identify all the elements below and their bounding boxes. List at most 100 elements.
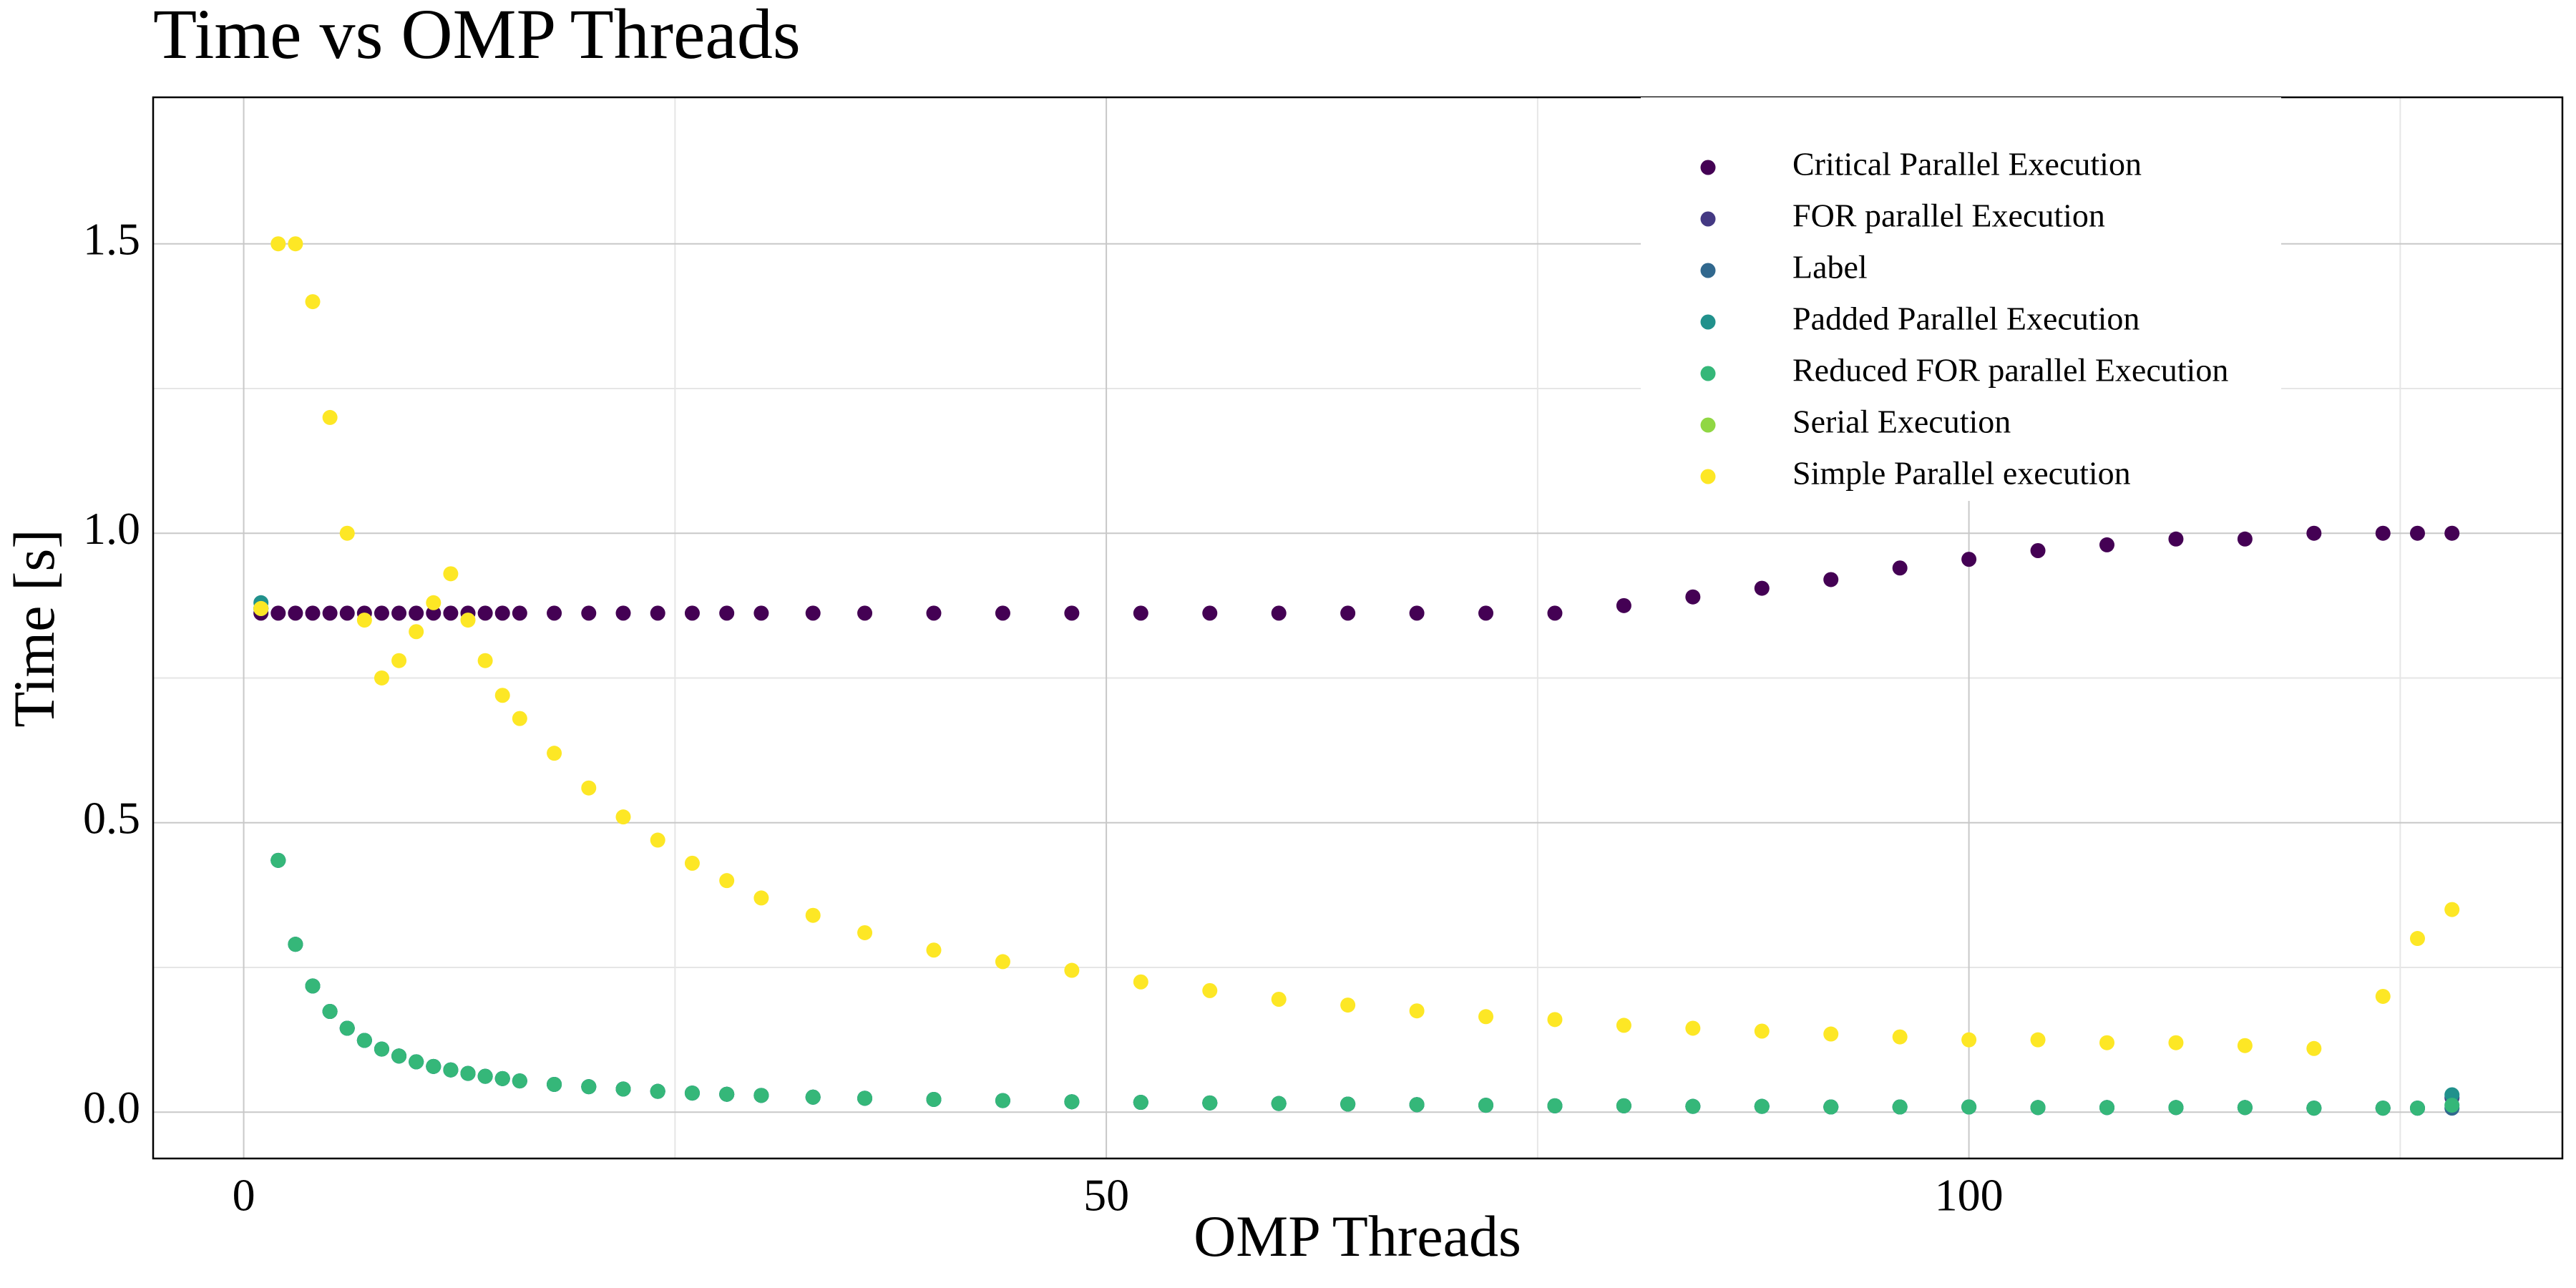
point	[1961, 1032, 1977, 1048]
point	[1271, 1096, 1287, 1111]
point	[1961, 1099, 1977, 1115]
point	[288, 937, 303, 952]
point	[356, 1033, 372, 1048]
point	[1823, 1099, 1839, 1115]
point	[1133, 1095, 1148, 1111]
point	[995, 605, 1010, 621]
point	[684, 1085, 700, 1101]
point	[2444, 1098, 2460, 1113]
point	[1409, 1003, 1425, 1019]
point	[1202, 982, 1218, 998]
point	[2409, 931, 2425, 947]
point	[409, 605, 424, 621]
point	[494, 688, 510, 703]
point	[684, 605, 700, 621]
point	[1478, 605, 1494, 621]
point	[719, 873, 735, 889]
legend-marker	[1700, 211, 1716, 227]
point	[753, 605, 769, 621]
point	[1202, 1095, 1218, 1111]
x-tick-label: 0	[233, 1170, 255, 1221]
point	[1685, 1020, 1701, 1036]
legend-marker	[1700, 417, 1716, 433]
point	[805, 605, 821, 621]
point	[753, 1088, 769, 1103]
point	[650, 1083, 665, 1099]
point	[1064, 605, 1080, 621]
point	[2444, 902, 2460, 917]
point	[2030, 542, 2046, 558]
point	[1892, 560, 1908, 576]
point	[1064, 1094, 1080, 1110]
point	[1823, 572, 1839, 587]
point	[460, 1065, 476, 1081]
point	[547, 605, 562, 621]
point	[426, 1058, 441, 1074]
point	[1754, 580, 1770, 596]
point	[2444, 525, 2460, 541]
point	[1685, 1098, 1701, 1114]
legend-label: Simple Parallel execution	[1792, 455, 2131, 492]
point	[581, 1079, 597, 1095]
legend-label: Reduced FOR parallel Execution	[1792, 352, 2228, 389]
point	[512, 711, 527, 726]
point	[512, 605, 527, 621]
point	[305, 605, 321, 621]
point	[1133, 605, 1148, 621]
legend-label: Label	[1792, 249, 1868, 286]
point	[477, 1068, 493, 1084]
point	[477, 605, 493, 621]
point	[1478, 1098, 1494, 1113]
x-axis-label: OMP Threads	[1194, 1204, 1521, 1269]
point	[2099, 1100, 2114, 1116]
point	[512, 1073, 527, 1089]
point	[805, 907, 821, 923]
point	[1547, 1098, 1563, 1113]
point	[2237, 1100, 2253, 1116]
point	[1271, 992, 1287, 1008]
legend-label: Serial Execution	[1792, 404, 2011, 440]
point	[494, 605, 510, 621]
point	[2099, 537, 2114, 552]
legend-label: Critical Parallel Execution	[1792, 146, 2142, 182]
point	[270, 852, 286, 868]
point	[995, 1093, 1010, 1108]
point	[1754, 1023, 1770, 1039]
point	[2099, 1035, 2114, 1050]
point	[374, 1041, 389, 1057]
point	[2168, 1100, 2184, 1116]
point	[1823, 1026, 1839, 1042]
point	[719, 605, 735, 621]
point	[270, 236, 286, 252]
point	[1340, 605, 1356, 621]
point	[650, 832, 665, 848]
point	[1892, 1029, 1908, 1045]
point	[477, 653, 493, 668]
point	[2306, 1101, 2322, 1116]
legend-marker	[1700, 469, 1716, 484]
legend-label: Padded Parallel Execution	[1792, 301, 2140, 337]
legend-marker	[1700, 160, 1716, 175]
point	[2237, 531, 2253, 547]
point	[753, 890, 769, 906]
x-tick-label: 100	[1935, 1170, 2004, 1221]
y-axis-label: Time [s]	[1, 529, 67, 727]
marks	[253, 236, 2460, 1116]
point	[339, 1020, 355, 1036]
point	[2168, 531, 2184, 547]
point	[2444, 1087, 2460, 1103]
point	[374, 605, 389, 621]
y-tick-label: 1.5	[83, 213, 140, 264]
point	[581, 605, 597, 621]
point	[1892, 1099, 1908, 1115]
point	[391, 605, 407, 621]
point	[684, 855, 700, 871]
point	[1202, 605, 1218, 621]
point	[409, 624, 424, 640]
point	[926, 942, 942, 958]
point	[2237, 1038, 2253, 1053]
point	[2375, 525, 2391, 541]
point	[1616, 597, 1631, 613]
point	[1685, 589, 1701, 605]
point	[443, 605, 459, 621]
